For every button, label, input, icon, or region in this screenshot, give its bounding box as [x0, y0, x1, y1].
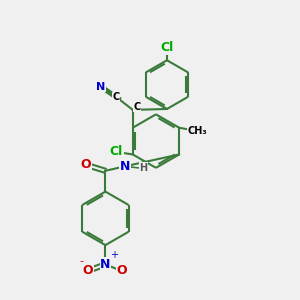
Text: C: C	[112, 92, 119, 102]
Text: H: H	[140, 163, 148, 173]
Text: N: N	[100, 258, 111, 271]
Text: CH₃: CH₃	[187, 126, 207, 136]
Text: +: +	[110, 250, 118, 260]
Text: Cl: Cl	[160, 41, 174, 54]
Text: Cl: Cl	[110, 145, 123, 158]
Text: N: N	[96, 82, 106, 92]
Text: C: C	[134, 102, 141, 112]
Text: O: O	[82, 264, 93, 277]
Text: O: O	[116, 264, 127, 277]
Text: O: O	[81, 158, 92, 171]
Text: N: N	[119, 160, 130, 173]
Text: -: -	[80, 256, 84, 266]
